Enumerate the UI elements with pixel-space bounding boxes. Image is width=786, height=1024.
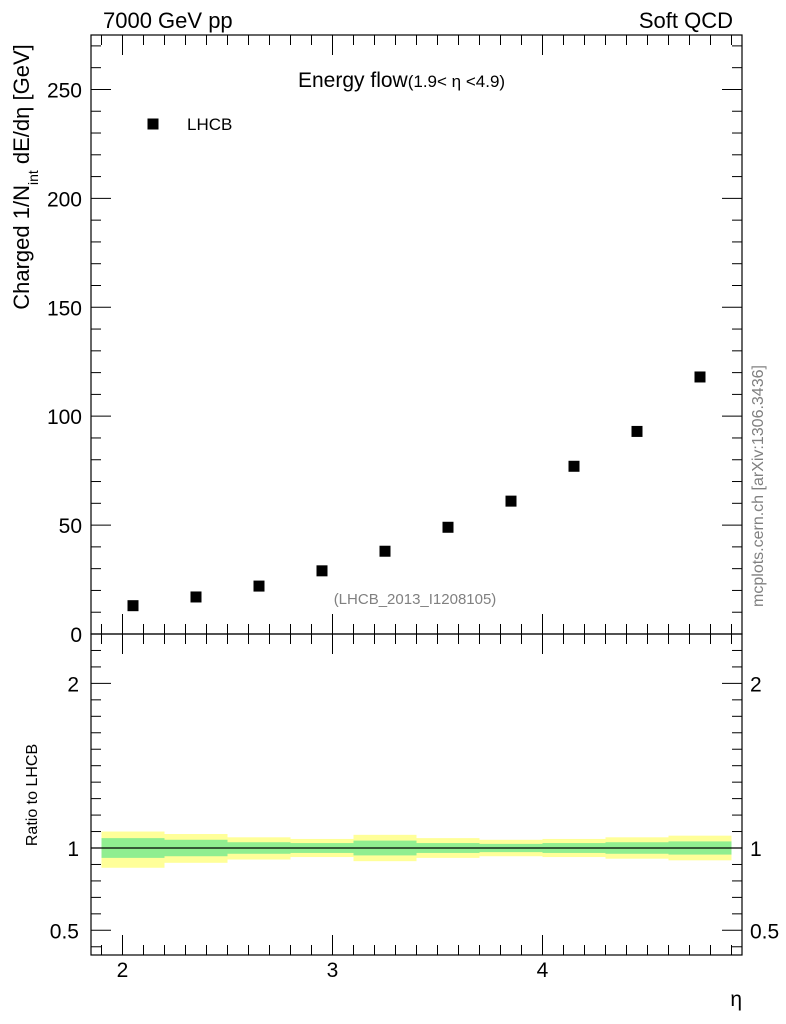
watermark-label: mcplots.cern.ch [arXiv:1306.3436]: [750, 365, 767, 607]
legend-label-lhcb: LHCB: [187, 115, 232, 134]
plot-title-main: Energy flow: [298, 69, 409, 92]
main-y-ticks: [91, 45, 742, 635]
data-point: [379, 545, 391, 557]
main-y-tick-labels: 0 50 100 150 200 250: [47, 79, 82, 647]
ratio-y-ticks: [91, 649, 742, 948]
main-y-tick-label: 0: [70, 624, 82, 647]
ratio-y-tick-label-right: 0.5: [750, 920, 779, 943]
main-y-tick-label: 250: [47, 79, 82, 102]
data-point: [442, 521, 454, 533]
data-point: [568, 460, 580, 472]
plot-title: Energy flow(1.9< η <4.9): [298, 69, 505, 92]
ratio-y-axis-label: Ratio to LHCB: [24, 744, 41, 846]
main-x-ticks: [101, 35, 732, 634]
main-y-tick-label: 100: [47, 406, 82, 429]
data-points: [127, 371, 706, 612]
data-point: [190, 591, 202, 603]
x-tick-label: 2: [117, 959, 129, 982]
x-tick-label: 4: [537, 959, 549, 982]
ratio-y-tick-label-right: 2: [750, 673, 762, 696]
ratio-y-tick-label-left: 1: [67, 838, 79, 861]
ratio-y-tick-label-right: 1: [750, 838, 762, 861]
data-point: [694, 371, 706, 383]
data-point: [127, 600, 139, 612]
ratio-y-tick-label-left: 0.5: [50, 920, 79, 943]
data-point: [316, 565, 328, 577]
x-axis-label: η: [730, 988, 742, 1011]
ratio-plot-panel: 0.5 0.5 1 1 2 2 2 3 4 Ratio to LHCB η: [24, 633, 779, 1011]
header-left-label: 7000 GeV pp: [103, 8, 233, 33]
analysis-annotation: (LHCB_2013_I1208105): [334, 591, 497, 608]
main-y-axis-label-sub: int: [25, 170, 41, 185]
main-y-tick-label: 150: [47, 297, 82, 320]
legend-marker-lhcb: [147, 118, 159, 130]
plot-title-range: (1.9< η <4.9): [408, 72, 505, 91]
main-y-axis-label-head: Charged 1/N: [9, 185, 34, 310]
ratio-uncertainty-bands: [101, 831, 732, 868]
ratio-plot-frame: [90, 633, 743, 956]
main-plot-panel: 0 50 100 150 200 250 Energy flow(1.9< η <4.9)…: [9, 34, 743, 647]
main-y-tick-label: 50: [59, 515, 82, 538]
ratio-y-tick-label-left: 2: [67, 673, 79, 696]
x-tick-label: 3: [327, 959, 339, 982]
ratio-tick-labels: 0.5 0.5 1 1 2 2 2 3 4: [50, 673, 779, 982]
main-y-axis-label: Charged 1/Nint dE/dη [GeV]: [9, 44, 41, 310]
data-point: [631, 425, 643, 437]
main-y-axis-label-tail: dE/dη [GeV]: [9, 44, 34, 170]
header-right-label: Soft QCD: [639, 8, 733, 33]
main-y-tick-label: 200: [47, 188, 82, 211]
ratio-x-ticks: [101, 634, 732, 955]
data-point: [253, 580, 265, 592]
data-point: [505, 495, 517, 507]
